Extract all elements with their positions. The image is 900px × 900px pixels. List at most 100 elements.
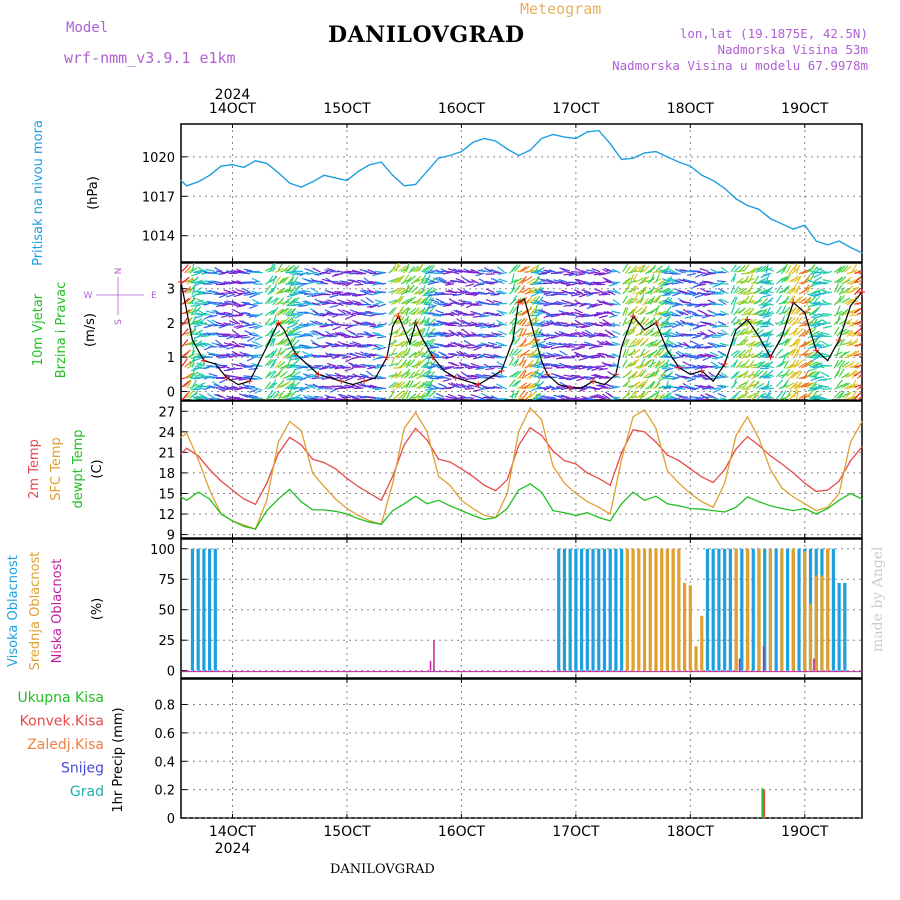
wind-arrow (264, 371, 272, 379)
wind-arrow (686, 273, 696, 276)
wind-arrow (593, 387, 603, 391)
wind-arrow (608, 336, 618, 339)
wind-arrow (279, 371, 288, 378)
clouds-bar-mid_cloud (808, 603, 813, 671)
wind-arrow (536, 276, 546, 283)
model-label: Model (66, 20, 109, 36)
wind-arrow (498, 278, 508, 283)
wind-arrow (365, 297, 374, 304)
wind-arrow (487, 335, 497, 338)
wind-arrow (203, 397, 213, 400)
wind-arrow (408, 380, 414, 389)
wind-arrow (490, 269, 500, 274)
compass-arrows (96, 277, 144, 315)
wind-arrow (671, 281, 681, 285)
wind-arrow (301, 289, 311, 293)
wind-arrow (690, 310, 699, 316)
wind-arrow (200, 301, 210, 304)
wind-arrow (377, 346, 387, 351)
wind-arrow (652, 269, 662, 274)
wind-arrow (445, 334, 455, 338)
pressure-point-pressure (197, 181, 199, 183)
wind-arrow (759, 292, 769, 295)
year-label-top: 2024 (215, 87, 251, 103)
wind-arrow (815, 331, 825, 337)
wind-arrow (267, 358, 275, 366)
temperature-point-temp2m (827, 489, 829, 491)
pressure-point-pressure (815, 240, 817, 242)
wind-arrow (186, 390, 194, 399)
wind-arrow (326, 396, 336, 398)
wind-arrow (817, 292, 827, 295)
wind-arrow (405, 284, 410, 294)
wind-arrow (581, 325, 591, 329)
wind-arrow (730, 349, 739, 357)
wind-arrow (349, 272, 359, 275)
temperature-point-sfc (334, 498, 337, 500)
wind-arrow (629, 265, 638, 273)
clouds-bar-mid_cloud (791, 548, 795, 671)
wind-arrow (415, 351, 425, 358)
wind-arrow (720, 329, 729, 336)
wind-arrow (218, 356, 228, 359)
wind-arrow (755, 265, 763, 274)
pressure-unit: (hPa) (86, 176, 101, 210)
wind-arrow (184, 349, 192, 357)
wind-arrow (254, 388, 263, 394)
temperature-point-sfc (861, 420, 863, 423)
wind-arrow (576, 291, 586, 296)
wind-arrow (743, 349, 750, 358)
wind-arrow (405, 315, 410, 325)
wind-arrow (622, 338, 629, 347)
wind-arrow (430, 351, 440, 357)
wind-arrow (428, 297, 435, 306)
wind-arrow (349, 324, 359, 327)
wind-arrow (611, 330, 621, 335)
wind-arrow (274, 360, 282, 369)
wind-arrow (717, 384, 727, 388)
wind-marker (721, 361, 728, 368)
wind-arrow (687, 289, 696, 294)
wind-arrow (738, 301, 748, 306)
wind-arrow (759, 386, 769, 390)
wind-arrow (717, 350, 727, 356)
wind-arrow (859, 364, 862, 367)
wind-arrow (622, 295, 629, 304)
wind-arrow (861, 396, 862, 398)
wind-arrow (717, 280, 727, 283)
precip-ytick-label: 0.8 (154, 699, 175, 714)
wind-arrow (686, 345, 696, 348)
wind-arrow (291, 312, 301, 316)
wind-arrow (516, 333, 526, 338)
wind-arrow (563, 364, 573, 368)
wind-arrow (586, 304, 596, 310)
wind-arrow (228, 355, 238, 358)
wind-arrow (856, 321, 862, 326)
wind-arrow (269, 276, 278, 283)
wind-arrow (669, 303, 679, 306)
wind-arrow (679, 343, 689, 347)
wind-arrow (859, 373, 862, 377)
wind-arrow (393, 366, 403, 369)
wind-arrow (790, 284, 797, 293)
wind-arrow (410, 373, 420, 379)
clouds-bar-high_cloud (568, 548, 572, 671)
wind-arrow (856, 351, 862, 357)
wind-arrow (796, 359, 804, 367)
wind-arrow (649, 264, 657, 273)
wind-arrow (593, 373, 603, 378)
wind-arrow (244, 329, 253, 335)
wind-arrow (664, 367, 674, 372)
wind-arrow (720, 298, 729, 304)
pressure-point-pressure (277, 172, 279, 174)
pressure-point-pressure (243, 166, 245, 168)
wind-arrow (211, 398, 218, 400)
wind-arrow (793, 369, 802, 377)
wind-arrow (423, 390, 431, 398)
wind-arrow (427, 335, 437, 338)
clouds-bar-high_cloud (579, 548, 584, 671)
wind-arrow (410, 278, 420, 285)
wind-arrow (738, 307, 746, 315)
wind-point-wind_speed (420, 336, 422, 338)
pressure-point-pressure (563, 136, 566, 138)
